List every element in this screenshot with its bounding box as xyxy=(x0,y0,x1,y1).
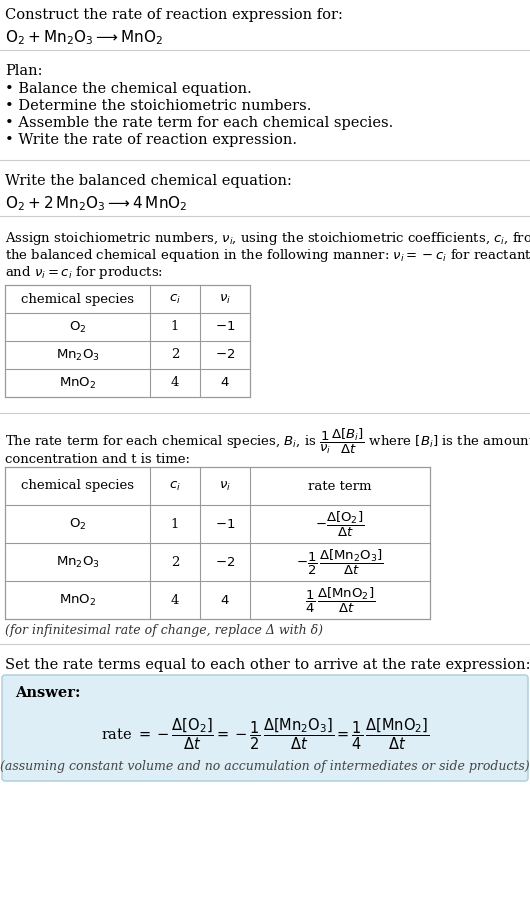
Text: (for infinitesimal rate of change, replace Δ with δ): (for infinitesimal rate of change, repla… xyxy=(5,624,323,637)
Text: The rate term for each chemical species, $B_i$, is $\dfrac{1}{\nu_i}\dfrac{\Delt: The rate term for each chemical species,… xyxy=(5,427,530,456)
Text: Answer:: Answer: xyxy=(15,686,81,700)
Text: $-2$: $-2$ xyxy=(215,555,235,569)
Text: $-1$: $-1$ xyxy=(215,320,235,333)
Text: • Write the rate of reaction expression.: • Write the rate of reaction expression. xyxy=(5,133,297,147)
Text: $\mathrm{O_2 + Mn_2O_3 \longrightarrow MnO_2}$: $\mathrm{O_2 + Mn_2O_3 \longrightarrow M… xyxy=(5,28,163,46)
Text: concentration and t is time:: concentration and t is time: xyxy=(5,453,190,466)
Text: Set the rate terms equal to each other to arrive at the rate expression:: Set the rate terms equal to each other t… xyxy=(5,658,530,672)
Text: 2: 2 xyxy=(171,555,179,569)
Text: chemical species: chemical species xyxy=(21,292,134,306)
Text: $4$: $4$ xyxy=(220,377,230,389)
Text: rate $= -\dfrac{\Delta[\mathrm{O_2}]}{\Delta t}$$ = -\dfrac{1}{2}\,\dfrac{\Delta: rate $= -\dfrac{\Delta[\mathrm{O_2}]}{\D… xyxy=(101,716,429,752)
Text: $\mathrm{Mn_2O_3}$: $\mathrm{Mn_2O_3}$ xyxy=(56,348,100,362)
Text: rate term: rate term xyxy=(308,480,372,492)
Text: (assuming constant volume and no accumulation of intermediates or side products): (assuming constant volume and no accumul… xyxy=(0,760,530,773)
Text: $\mathrm{MnO_2}$: $\mathrm{MnO_2}$ xyxy=(59,592,96,608)
Text: $4$: $4$ xyxy=(220,593,230,606)
Text: Assign stoichiometric numbers, $\nu_i$, using the stoichiometric coefficients, $: Assign stoichiometric numbers, $\nu_i$, … xyxy=(5,230,530,247)
Bar xyxy=(5,285,250,397)
FancyBboxPatch shape xyxy=(2,675,528,781)
Text: Plan:: Plan: xyxy=(5,64,42,78)
Text: 4: 4 xyxy=(171,377,179,389)
Text: $-\dfrac{\Delta[\mathrm{O_2}]}{\Delta t}$: $-\dfrac{\Delta[\mathrm{O_2}]}{\Delta t}… xyxy=(315,510,365,539)
Text: Write the balanced chemical equation:: Write the balanced chemical equation: xyxy=(5,174,292,188)
Text: $c_i$: $c_i$ xyxy=(169,292,181,306)
Text: 4: 4 xyxy=(171,593,179,606)
Text: $\nu_i$: $\nu_i$ xyxy=(219,480,231,492)
Text: • Balance the chemical equation.: • Balance the chemical equation. xyxy=(5,82,252,96)
Text: chemical species: chemical species xyxy=(21,480,134,492)
Text: $\mathrm{O_2 + 2\,Mn_2O_3 \longrightarrow 4\,MnO_2}$: $\mathrm{O_2 + 2\,Mn_2O_3 \longrightarro… xyxy=(5,194,188,213)
Text: $\mathrm{Mn_2O_3}$: $\mathrm{Mn_2O_3}$ xyxy=(56,554,100,570)
Text: the balanced chemical equation in the following manner: $\nu_i = -c_i$ for react: the balanced chemical equation in the fo… xyxy=(5,247,530,264)
Text: 1: 1 xyxy=(171,320,179,333)
Text: $\nu_i$: $\nu_i$ xyxy=(219,292,231,306)
Text: $\dfrac{1}{4}\,\dfrac{\Delta[\mathrm{MnO_2}]}{\Delta t}$: $\dfrac{1}{4}\,\dfrac{\Delta[\mathrm{MnO… xyxy=(305,585,375,614)
Text: $c_i$: $c_i$ xyxy=(169,480,181,492)
Text: $-\dfrac{1}{2}\,\dfrac{\Delta[\mathrm{Mn_2O_3}]}{\Delta t}$: $-\dfrac{1}{2}\,\dfrac{\Delta[\mathrm{Mn… xyxy=(296,548,384,577)
Text: Construct the rate of reaction expression for:: Construct the rate of reaction expressio… xyxy=(5,8,343,22)
Text: 1: 1 xyxy=(171,518,179,531)
Text: • Determine the stoichiometric numbers.: • Determine the stoichiometric numbers. xyxy=(5,99,312,113)
Text: $\mathrm{MnO_2}$: $\mathrm{MnO_2}$ xyxy=(59,376,96,390)
Bar xyxy=(5,467,430,619)
Text: • Assemble the rate term for each chemical species.: • Assemble the rate term for each chemic… xyxy=(5,116,393,130)
Text: and $\nu_i = c_i$ for products:: and $\nu_i = c_i$ for products: xyxy=(5,264,163,281)
Text: $\mathrm{O_2}$: $\mathrm{O_2}$ xyxy=(69,517,86,531)
Text: $\mathrm{O_2}$: $\mathrm{O_2}$ xyxy=(69,319,86,335)
Text: $-2$: $-2$ xyxy=(215,349,235,361)
Text: $-1$: $-1$ xyxy=(215,518,235,531)
Text: 2: 2 xyxy=(171,349,179,361)
